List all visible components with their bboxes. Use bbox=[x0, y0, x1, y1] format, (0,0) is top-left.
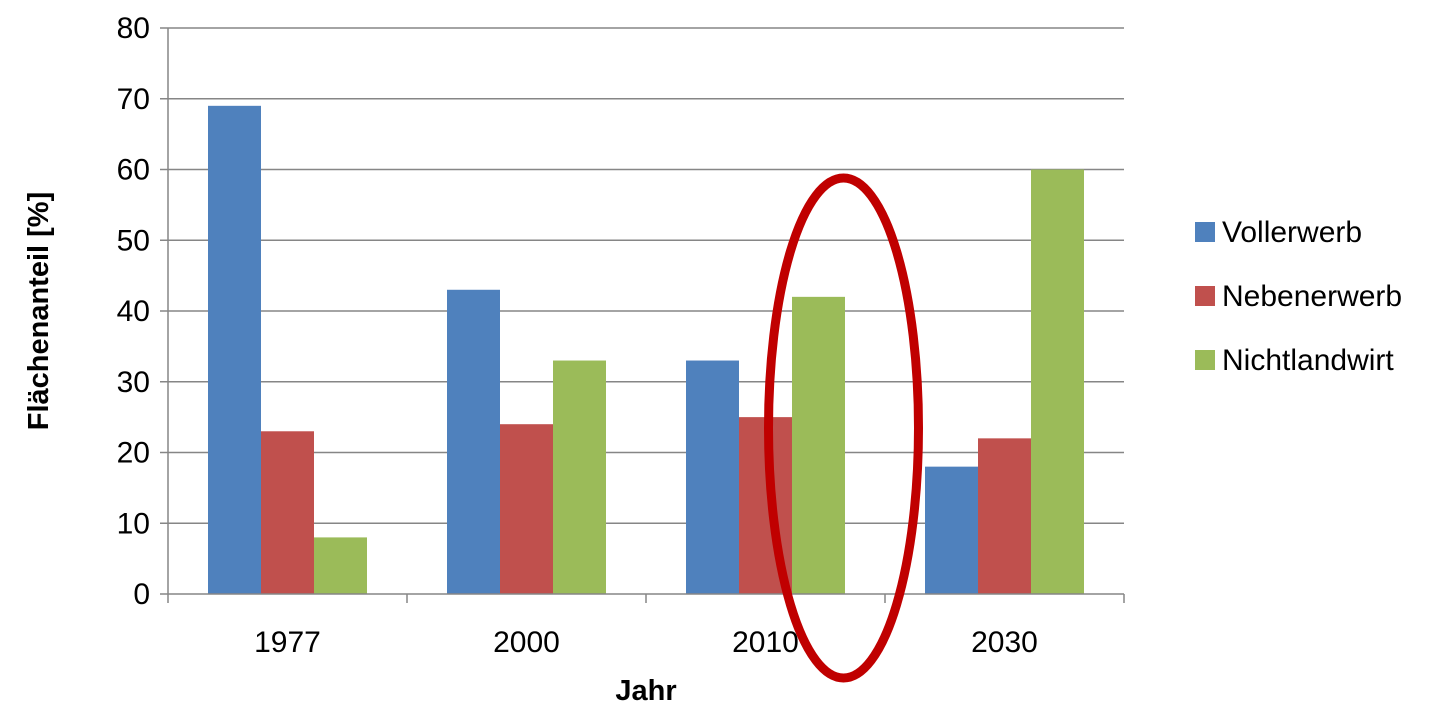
bar-nichtlandwirt-1977 bbox=[314, 537, 367, 594]
bar-nichtlandwirt-2000 bbox=[553, 360, 606, 594]
y-axis-title: Flächenanteil [%] bbox=[23, 192, 55, 431]
legend-swatch-nebenerwerb bbox=[1195, 286, 1215, 306]
annotation-layer bbox=[764, 173, 923, 683]
x-tick-label: 2000 bbox=[493, 626, 560, 659]
y-tick-label: 10 bbox=[117, 507, 150, 540]
x-tick-labels: 1977 2000 2010 2030 bbox=[254, 626, 1038, 659]
highlight-ellipse bbox=[764, 173, 923, 683]
y-tick-label: 70 bbox=[117, 83, 150, 116]
legend-label-nebenerwerb: Nebenerwerb bbox=[1222, 280, 1402, 313]
y-tick-label: 30 bbox=[117, 366, 150, 399]
bar-nebenerwerb-2030 bbox=[978, 438, 1031, 594]
bar-nichtlandwirt-2010 bbox=[792, 296, 845, 594]
legend-swatch-vollerwerb bbox=[1195, 222, 1215, 242]
legend-swatch-nichtlandwirt bbox=[1195, 350, 1215, 370]
bars bbox=[208, 105, 1084, 594]
x-tick-label: 1977 bbox=[254, 626, 321, 659]
y-tick-label: 40 bbox=[117, 295, 150, 328]
bar-nebenerwerb-1977 bbox=[261, 431, 314, 594]
bar-vollerwerb-2000 bbox=[447, 289, 500, 594]
axes bbox=[167, 28, 1125, 603]
y-tick-label: 0 bbox=[133, 578, 150, 611]
gridlines bbox=[160, 27, 1124, 595]
bar-vollerwerb-2010 bbox=[686, 360, 739, 594]
bar-nichtlandwirt-2030 bbox=[1031, 169, 1084, 594]
y-tick-label: 20 bbox=[117, 437, 150, 470]
legend-label-vollerwerb: Vollerwerb bbox=[1222, 216, 1362, 249]
x-tick-label: 2030 bbox=[971, 626, 1038, 659]
bar-vollerwerb-1977 bbox=[208, 105, 261, 594]
bar-vollerwerb-2030 bbox=[925, 466, 978, 594]
y-tick-label: 50 bbox=[117, 224, 150, 257]
x-axis-title: Jahr bbox=[615, 675, 676, 707]
y-tick-labels: 0 10 20 30 40 50 60 70 80 bbox=[117, 12, 150, 611]
y-tick-label: 80 bbox=[117, 12, 150, 45]
y-tick-label: 60 bbox=[117, 154, 150, 187]
x-tick-label: 2010 bbox=[732, 626, 799, 659]
legend: Vollerwerb Nebenerwerb Nichtlandwirt bbox=[1195, 216, 1402, 377]
bar-nebenerwerb-2000 bbox=[500, 424, 553, 594]
legend-label-nichtlandwirt: Nichtlandwirt bbox=[1222, 344, 1394, 377]
